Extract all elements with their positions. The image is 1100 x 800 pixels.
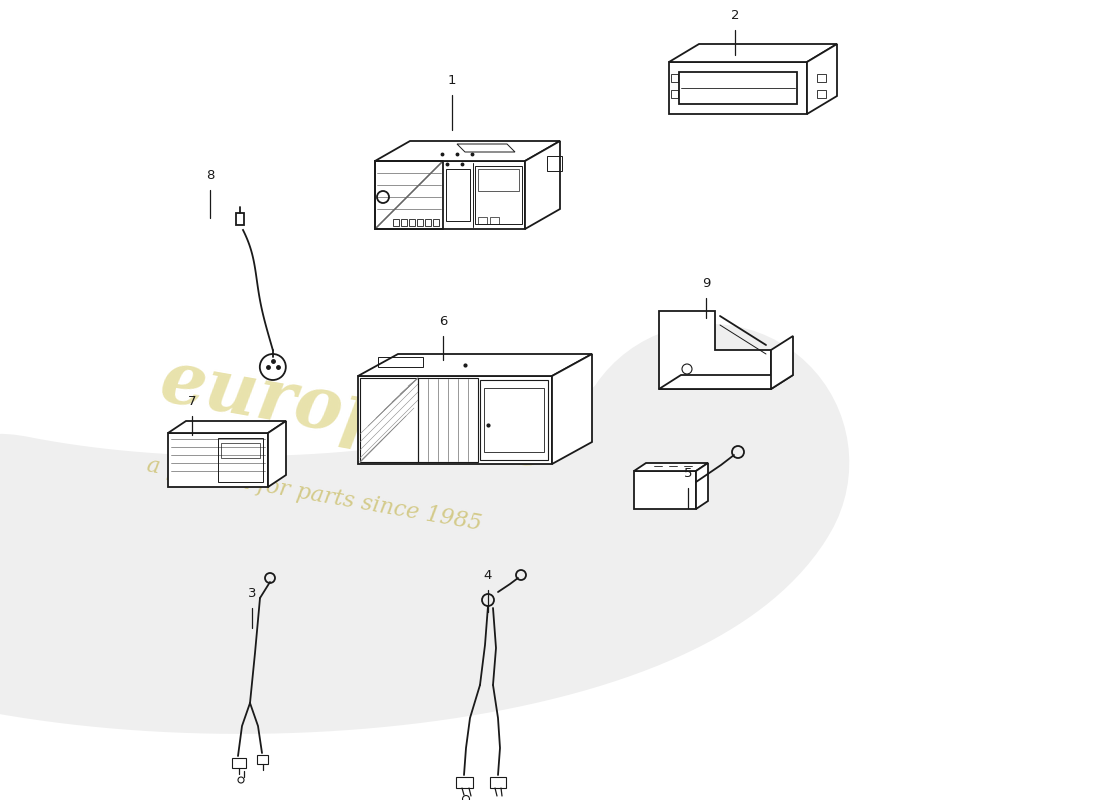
Polygon shape <box>232 758 246 768</box>
Text: 3: 3 <box>248 587 256 600</box>
Polygon shape <box>679 72 798 104</box>
Text: 9: 9 <box>702 277 711 290</box>
Text: europarts: europarts <box>155 345 556 483</box>
Polygon shape <box>168 433 268 487</box>
Text: 7: 7 <box>188 395 196 408</box>
Text: 6: 6 <box>439 315 448 328</box>
Polygon shape <box>268 421 286 487</box>
Polygon shape <box>490 777 506 788</box>
Polygon shape <box>669 44 837 62</box>
Polygon shape <box>771 336 793 389</box>
Polygon shape <box>375 141 560 161</box>
Polygon shape <box>552 354 592 464</box>
Polygon shape <box>358 376 552 464</box>
Polygon shape <box>525 141 560 229</box>
Polygon shape <box>375 161 525 229</box>
Polygon shape <box>257 755 268 764</box>
Polygon shape <box>358 354 592 376</box>
Polygon shape <box>696 463 708 509</box>
Circle shape <box>260 354 286 380</box>
Text: a passion for parts since 1985: a passion for parts since 1985 <box>145 454 483 535</box>
Text: 8: 8 <box>206 169 214 182</box>
Polygon shape <box>807 44 837 114</box>
Polygon shape <box>236 213 244 225</box>
Text: 4: 4 <box>484 569 492 582</box>
Polygon shape <box>168 421 286 433</box>
Polygon shape <box>669 62 807 114</box>
Circle shape <box>238 777 244 783</box>
Polygon shape <box>634 471 696 509</box>
Text: 2: 2 <box>730 9 739 22</box>
Polygon shape <box>659 311 771 389</box>
Text: 1: 1 <box>448 74 456 87</box>
Polygon shape <box>634 463 708 471</box>
Polygon shape <box>659 375 793 389</box>
Circle shape <box>462 795 470 800</box>
Text: 5: 5 <box>684 467 692 480</box>
Polygon shape <box>456 777 473 788</box>
